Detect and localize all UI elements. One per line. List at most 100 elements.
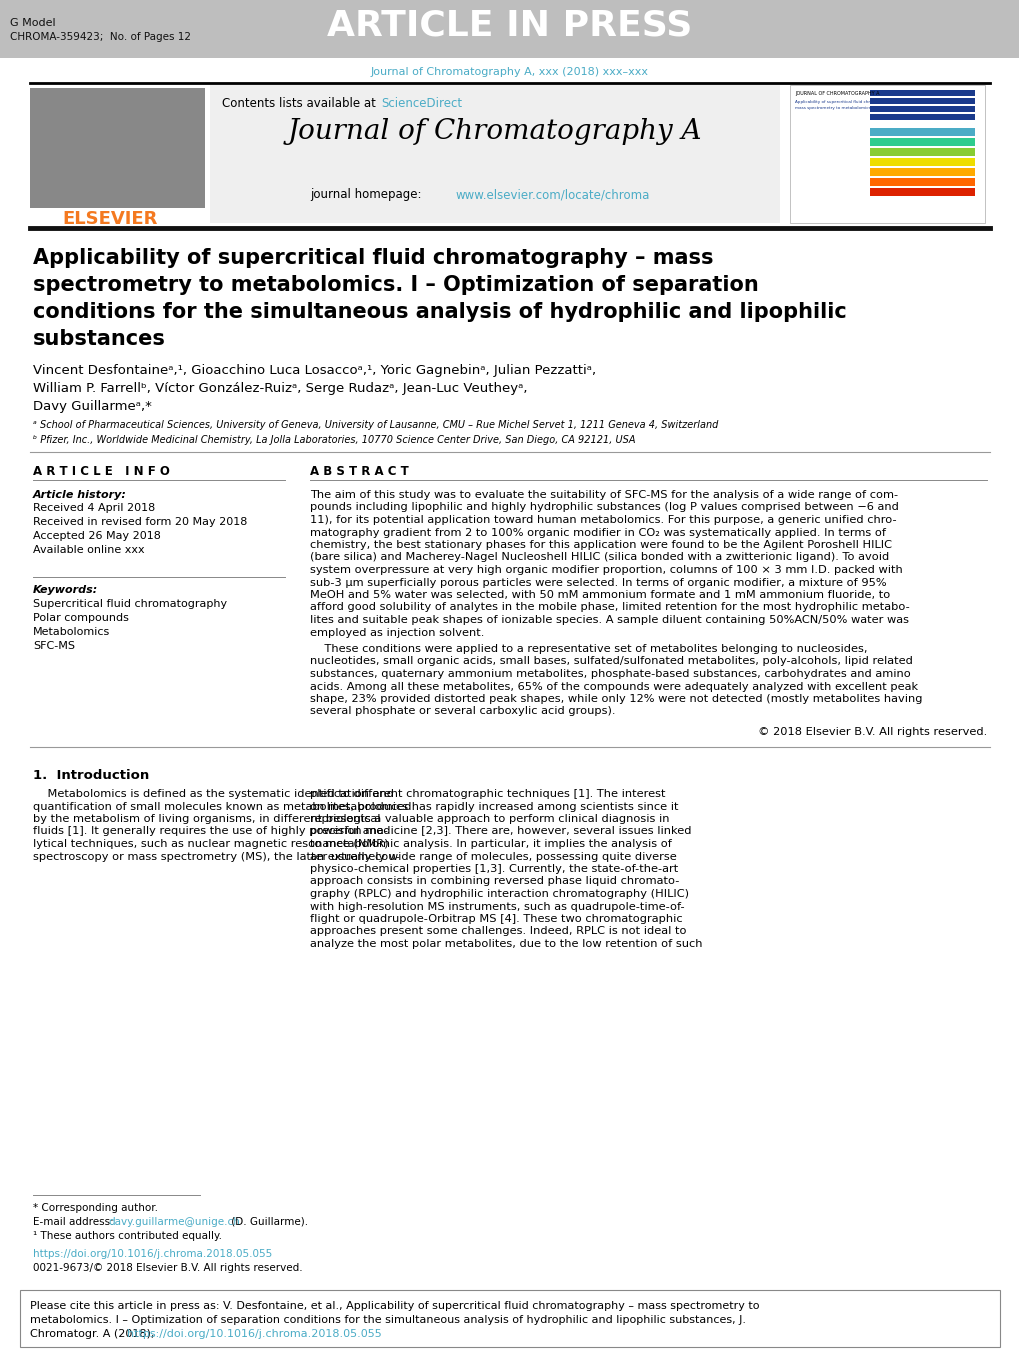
Text: lytical techniques, such as nuclear magnetic resonance (NMR): lytical techniques, such as nuclear magn… <box>33 839 388 848</box>
Text: MeOH and 5% water was selected, with 50 mM ammonium formate and 1 mM ammonium fl: MeOH and 5% water was selected, with 50 … <box>310 590 890 600</box>
Text: quantification of small molecules known as metabolites, produced: quantification of small molecules known … <box>33 801 411 812</box>
Text: Article history:: Article history: <box>33 490 126 500</box>
Text: analyze the most polar metabolites, due to the low retention of such: analyze the most polar metabolites, due … <box>310 939 702 948</box>
Text: davy.guillarme@unige.ch: davy.guillarme@unige.ch <box>108 1217 239 1227</box>
Text: www.elsevier.com/locate/chroma: www.elsevier.com/locate/chroma <box>455 188 650 201</box>
Text: nucleotides, small organic acids, small bases, sulfated/sulfonated metabolites, : nucleotides, small organic acids, small … <box>310 657 912 666</box>
Text: several phosphate or several carboxylic acid groups).: several phosphate or several carboxylic … <box>310 707 614 716</box>
Text: Available online xxx: Available online xxx <box>33 544 145 555</box>
Bar <box>869 105 974 112</box>
Text: with high-resolution MS instruments, such as quadrupole-time-of-: with high-resolution MS instruments, suc… <box>310 901 684 912</box>
Text: © 2018 Elsevier B.V. All rights reserved.: © 2018 Elsevier B.V. All rights reserved… <box>757 727 986 738</box>
Text: precision medicine [2,3]. There are, however, several issues linked: precision medicine [2,3]. There are, how… <box>310 827 691 836</box>
Text: matography gradient from 2 to 100% organic modifier in CO₂ was systematically ap: matography gradient from 2 to 100% organ… <box>310 527 886 538</box>
Text: JOURNAL OF CHROMATOGRAPHY A: JOURNAL OF CHROMATOGRAPHY A <box>794 91 878 96</box>
Text: (bare silica) and Macherey-Nagel Nucleoshell HILIC (silica bonded with a zwitter: (bare silica) and Macherey-Nagel Nucleos… <box>310 553 889 562</box>
Text: afford good solubility of analytes in the mobile phase, limited retention for th: afford good solubility of analytes in th… <box>310 603 909 612</box>
Bar <box>869 128 974 136</box>
Text: (D. Guillarme).: (D. Guillarme). <box>228 1217 308 1227</box>
Text: spectroscopy or mass spectrometry (MS), the latter usually cou-: spectroscopy or mass spectrometry (MS), … <box>33 851 399 862</box>
Text: pled to different chromatographic techniques [1]. The interest: pled to different chromatographic techni… <box>310 789 664 798</box>
Text: fluids [1]. It generally requires the use of highly powerful ana-: fluids [1]. It generally requires the us… <box>33 827 387 836</box>
Text: E-mail address:: E-mail address: <box>33 1217 117 1227</box>
Text: SFC-MS: SFC-MS <box>33 640 75 651</box>
Text: ScienceDirect: ScienceDirect <box>381 97 462 109</box>
Bar <box>0 0 1019 58</box>
Bar <box>869 178 974 186</box>
Text: CHROMA-359423;  No. of Pages 12: CHROMA-359423; No. of Pages 12 <box>10 32 191 42</box>
Text: flight or quadrupole-Orbitrap MS [4]. These two chromatographic: flight or quadrupole-Orbitrap MS [4]. Th… <box>310 915 682 924</box>
Bar <box>869 188 974 196</box>
Text: A R T I C L E   I N F O: A R T I C L E I N F O <box>33 465 170 478</box>
Text: employed as injection solvent.: employed as injection solvent. <box>310 627 484 638</box>
Text: Received 4 April 2018: Received 4 April 2018 <box>33 503 155 513</box>
Text: Applicability of supercritical fluid chromatography – mass: Applicability of supercritical fluid chr… <box>33 249 713 267</box>
Bar <box>30 88 205 208</box>
Text: G Model: G Model <box>10 18 56 28</box>
Text: sub-3 μm superficially porous particles were selected. In terms of organic modif: sub-3 μm superficially porous particles … <box>310 577 886 588</box>
Bar <box>790 85 984 223</box>
Text: ᵇ Pfizer, Inc., Worldwide Medicinal Chemistry, La Jolla Laboratories, 10770 Scie: ᵇ Pfizer, Inc., Worldwide Medicinal Chem… <box>33 435 635 444</box>
Text: 11), for its potential application toward human metabolomics. For this purpose, : 11), for its potential application towar… <box>310 515 896 526</box>
Bar <box>869 149 974 155</box>
Text: Supercritical fluid chromatography: Supercritical fluid chromatography <box>33 598 227 609</box>
Text: Keywords:: Keywords: <box>33 585 98 594</box>
Bar <box>20 1290 999 1347</box>
Text: to metabolomic analysis. In particular, it implies the analysis of: to metabolomic analysis. In particular, … <box>310 839 672 848</box>
Text: approaches present some challenges. Indeed, RPLC is not ideal to: approaches present some challenges. Inde… <box>310 927 686 936</box>
Bar <box>210 85 780 223</box>
Text: https://doi.org/10.1016/j.chroma.2018.05.055: https://doi.org/10.1016/j.chroma.2018.05… <box>33 1250 272 1259</box>
Text: Polar compounds: Polar compounds <box>33 613 128 623</box>
Text: ¹ These authors contributed equally.: ¹ These authors contributed equally. <box>33 1231 222 1242</box>
Bar <box>869 91 974 96</box>
Text: Received in revised form 20 May 2018: Received in revised form 20 May 2018 <box>33 517 248 527</box>
Text: shape, 23% provided distorted peak shapes, while only 12% were not detected (mos: shape, 23% provided distorted peak shape… <box>310 694 921 704</box>
Text: on metabolomics has rapidly increased among scientists since it: on metabolomics has rapidly increased am… <box>310 801 678 812</box>
Text: metabolomics. I – Optimization of separation conditions for the simultaneous ana: metabolomics. I – Optimization of separa… <box>30 1315 745 1325</box>
Text: * Corresponding author.: * Corresponding author. <box>33 1202 158 1213</box>
Text: chemistry, the best stationary phases for this application were found to be the : chemistry, the best stationary phases fo… <box>310 540 892 550</box>
Text: mass spectrometry to metabolomics: mass spectrometry to metabolomics <box>794 105 870 109</box>
Text: spectrometry to metabolomics. I – Optimization of separation: spectrometry to metabolomics. I – Optimi… <box>33 276 758 295</box>
Text: A B S T R A C T: A B S T R A C T <box>310 465 409 478</box>
Text: Metabolomics: Metabolomics <box>33 627 110 638</box>
Text: Vincent Desfontaineᵃ,¹, Gioacchino Luca Losaccoᵃ,¹, Yoric Gagnebinᵃ, Julian Pezz: Vincent Desfontaineᵃ,¹, Gioacchino Luca … <box>33 363 595 377</box>
Text: pounds including lipophilic and highly hydrophilic substances (log P values comp: pounds including lipophilic and highly h… <box>310 503 898 512</box>
Text: ᵃ School of Pharmaceutical Sciences, University of Geneva, University of Lausann: ᵃ School of Pharmaceutical Sciences, Uni… <box>33 420 717 430</box>
Bar <box>869 158 974 166</box>
Text: Metabolomics is defined as the systematic identification and: Metabolomics is defined as the systemati… <box>33 789 393 798</box>
Text: Chromatogr. A (2018),: Chromatogr. A (2018), <box>30 1329 158 1339</box>
Text: 1.  Introduction: 1. Introduction <box>33 769 149 782</box>
Text: Applicability of supercritical fluid chromatography -: Applicability of supercritical fluid chr… <box>794 100 900 104</box>
Text: Accepted 26 May 2018: Accepted 26 May 2018 <box>33 531 161 540</box>
Text: system overpressure at very high organic modifier proportion, columns of 100 × 3: system overpressure at very high organic… <box>310 565 902 576</box>
Bar <box>869 138 974 146</box>
Text: an extremely wide range of molecules, possessing quite diverse: an extremely wide range of molecules, po… <box>310 851 676 862</box>
Text: approach consists in combining reversed phase liquid chromato-: approach consists in combining reversed … <box>310 877 679 886</box>
Text: Contents lists available at: Contents lists available at <box>222 97 380 109</box>
Text: by the metabolism of living organisms, in different biological: by the metabolism of living organisms, i… <box>33 815 380 824</box>
Text: ELSEVIER: ELSEVIER <box>62 209 158 228</box>
Text: conditions for the simultaneous analysis of hydrophilic and lipophilic: conditions for the simultaneous analysis… <box>33 303 846 322</box>
Text: Davy Guillarmeᵃ,*: Davy Guillarmeᵃ,* <box>33 400 152 413</box>
Text: lites and suitable peak shapes of ionizable species. A sample diluent containing: lites and suitable peak shapes of ioniza… <box>310 615 908 626</box>
Text: substances: substances <box>33 330 166 349</box>
Text: Journal of Chromatography A: Journal of Chromatography A <box>287 118 701 145</box>
Text: Please cite this article in press as: V. Desfontaine, et al., Applicability of s: Please cite this article in press as: V.… <box>30 1301 759 1310</box>
Text: represents a valuable approach to perform clinical diagnosis in: represents a valuable approach to perfor… <box>310 815 668 824</box>
Text: Journal of Chromatography A, xxx (2018) xxx–xxx: Journal of Chromatography A, xxx (2018) … <box>371 68 648 77</box>
Text: ARTICLE IN PRESS: ARTICLE IN PRESS <box>327 8 692 42</box>
Text: The aim of this study was to evaluate the suitability of SFC-MS for the analysis: The aim of this study was to evaluate th… <box>310 490 898 500</box>
Text: acids. Among all these metabolites, 65% of the compounds were adequately analyze: acids. Among all these metabolites, 65% … <box>310 681 917 692</box>
Text: physico-chemical properties [1,3]. Currently, the state-of-the-art: physico-chemical properties [1,3]. Curre… <box>310 865 678 874</box>
Text: William P. Farrellᵇ, Víctor González-Ruizᵃ, Serge Rudazᵃ, Jean-Luc Veutheyᵃ,: William P. Farrellᵇ, Víctor González-Rui… <box>33 382 527 394</box>
Text: https://doi.org/10.1016/j.chroma.2018.05.055: https://doi.org/10.1016/j.chroma.2018.05… <box>126 1329 381 1339</box>
Text: substances, quaternary ammonium metabolites, phosphate-based substances, carbohy: substances, quaternary ammonium metaboli… <box>310 669 910 680</box>
Bar <box>869 168 974 176</box>
Bar <box>869 113 974 120</box>
Bar <box>869 99 974 104</box>
Text: journal homepage:: journal homepage: <box>310 188 425 201</box>
Text: 0021-9673/© 2018 Elsevier B.V. All rights reserved.: 0021-9673/© 2018 Elsevier B.V. All right… <box>33 1263 303 1273</box>
Text: These conditions were applied to a representative set of metabolites belonging t: These conditions were applied to a repre… <box>310 644 866 654</box>
Text: graphy (RPLC) and hydrophilic interaction chromatography (HILIC): graphy (RPLC) and hydrophilic interactio… <box>310 889 688 898</box>
